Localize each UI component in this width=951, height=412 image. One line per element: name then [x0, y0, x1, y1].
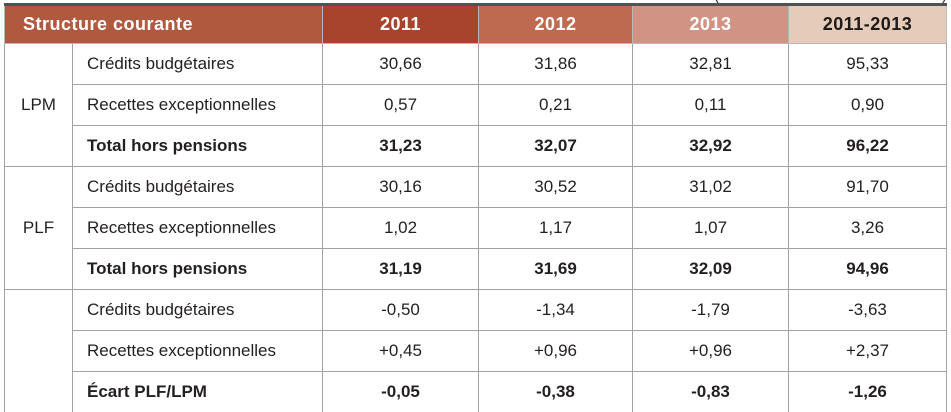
header-cell-2013: 2013: [632, 4, 790, 44]
value-cell: 30,16: [322, 166, 480, 208]
value-cell: +0,96: [632, 330, 790, 372]
value-cell: 96,22: [788, 125, 948, 167]
table-row: Recettes exceptionnelles 0,57 0,21 0,11 …: [5, 84, 948, 126]
value-cell: 91,70: [788, 166, 948, 208]
value-cell: 31,69: [478, 248, 634, 290]
table-row: Crédits budgétaires -0,50 -1,34 -1,79 -3…: [4, 289, 948, 412]
value-cell: 1,17: [478, 207, 634, 249]
value-cell: 31,02: [632, 166, 790, 208]
value-cell: +0,96: [478, 330, 634, 372]
clipped-caption-left-paren: (: [714, 0, 719, 5]
value-cell: 32,81: [632, 43, 790, 85]
row-label: Recettes exceptionnelles: [71, 84, 324, 126]
row-label: Crédits budgétaires: [71, 289, 324, 331]
row-label: Crédits budgétaires: [71, 43, 324, 85]
row-label: Recettes exceptionnelles: [71, 207, 324, 249]
header-row: Structure courante 2011 2012 2013 2011-2…: [3, 4, 948, 44]
group-label-lpm: LPM: [4, 43, 73, 167]
table-row-total: Total hors pensions 31,23 32,07 32,92 96…: [5, 125, 948, 167]
value-cell: 31,86: [478, 43, 634, 85]
row-label: Crédits budgétaires: [71, 166, 324, 208]
header-cell-2011: 2011: [322, 4, 480, 44]
table-row-total: Total hors pensions 31,19 31,69 32,09 94…: [5, 248, 948, 290]
row-label: Recettes exceptionnelles: [71, 330, 324, 372]
value-cell: -0,50: [322, 289, 480, 331]
value-cell: -1,79: [632, 289, 790, 331]
table-row: LPM Crédits budgétaires 30,66 31,86 32,8…: [4, 43, 948, 167]
table-row-total: Écart PLF/LPM -0,05 -0,38 -0,83 -1,26: [5, 371, 948, 412]
row-label: Écart PLF/LPM: [71, 371, 324, 412]
header-cell-structure-courante: Structure courante: [3, 4, 324, 44]
value-cell: 94,96: [788, 248, 948, 290]
value-cell: +0,45: [322, 330, 480, 372]
value-cell: -0,83: [632, 371, 790, 412]
value-cell: -1,34: [478, 289, 634, 331]
clipped-caption-right-paren: ): [942, 0, 947, 5]
value-cell: 31,19: [322, 248, 480, 290]
value-cell: -3,63: [788, 289, 948, 331]
value-cell: -1,26: [788, 371, 948, 412]
row-label: Total hors pensions: [71, 125, 324, 167]
value-cell: -0,38: [478, 371, 634, 412]
group-label-ecart: [4, 289, 73, 412]
value-cell: -0,05: [322, 371, 480, 412]
value-cell: 31,23: [322, 125, 480, 167]
value-cell: 0,11: [632, 84, 790, 126]
value-cell: 95,33: [788, 43, 948, 85]
value-cell: 1,07: [632, 207, 790, 249]
value-cell: 30,66: [322, 43, 480, 85]
value-cell: +2,37: [788, 330, 948, 372]
value-cell: 0,90: [788, 84, 948, 126]
value-cell: 0,21: [478, 84, 634, 126]
table-row: Recettes exceptionnelles 1,02 1,17 1,07 …: [5, 207, 948, 249]
value-cell: 32,07: [478, 125, 634, 167]
value-cell: 1,02: [322, 207, 480, 249]
value-cell: 0,57: [322, 84, 480, 126]
budget-table: Structure courante 2011 2012 2013 2011-2…: [3, 3, 948, 412]
value-cell: 32,09: [632, 248, 790, 290]
row-label: Total hors pensions: [71, 248, 324, 290]
header-cell-2011-2013: 2011-2013: [788, 4, 948, 44]
table-row: PLF Crédits budgétaires 30,16 30,52 31,0…: [4, 166, 948, 290]
header-cell-2012: 2012: [478, 4, 634, 44]
group-label-plf: PLF: [4, 166, 73, 290]
table-row: Recettes exceptionnelles +0,45 +0,96 +0,…: [5, 330, 948, 372]
value-cell: 3,26: [788, 207, 948, 249]
value-cell: 32,92: [632, 125, 790, 167]
clipped-caption: ( ): [710, 0, 950, 5]
value-cell: 30,52: [478, 166, 634, 208]
